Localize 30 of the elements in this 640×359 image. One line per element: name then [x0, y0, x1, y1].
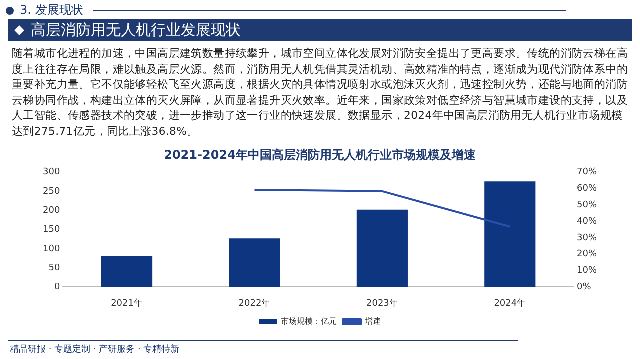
y2-tick-label: 20%	[576, 250, 598, 260]
bar	[356, 210, 408, 288]
y-tick-label: 100	[42, 244, 60, 254]
bar	[484, 182, 536, 288]
y2-tick-label: 0%	[576, 282, 592, 293]
bar	[229, 238, 280, 288]
y2-tick-label: 40%	[576, 216, 598, 227]
y-tick-label: 250	[42, 186, 60, 197]
text: 3. 发展现状	[20, 2, 84, 19]
y2-tick-label: 50%	[576, 200, 598, 211]
y-tick-label: 50	[48, 263, 60, 274]
x-tick-label: 2022年	[238, 298, 271, 309]
legend-label: 市场规模：亿元	[281, 317, 337, 326]
x-tick-label: 2023年	[366, 298, 398, 309]
text: 精品研报 · 专题定制 · 产研服务 · 专精特新	[10, 344, 180, 356]
y2-tick-label: 70%	[576, 168, 598, 178]
text: 高层消防用无人机行业发展现状	[31, 20, 241, 40]
legend-label: 增速	[364, 317, 381, 326]
y-tick-label: 200	[42, 206, 60, 216]
y-tick-label: 300	[42, 168, 60, 178]
chart-title: 2021-2024年中国高层消防用无人机行业市场规模及增速	[163, 147, 477, 164]
x-tick-label: 2021年	[111, 298, 143, 309]
y-tick-label: 0	[54, 282, 60, 293]
y2-tick-label: 60%	[576, 184, 598, 194]
text: 随着城市化进程的加速，中国高层建筑数量持续攀升，城市空间立体化发展对消防安全提出了更高要求。传统的消防云梯在高度上往往存在局限，难以触及高层火源。然而，消防用无人机凭借其灵活机动、高效精准的特点，逐渐成为现代消防体系中的重要补充力量。它不仅能够轻松飞至火源高度，根据火灾的具体情况喷射水或泡沫灭火剂，迅速控制火势，还能与地面的消防云梯协同作战，构建出立体的灭火屏障，从而显著提升灭火效率。近年来，国家政策对低空经济与智慧城市建设的支持，以及人工智能、传感器技术的突破，进一步推动了这一行业的快速发展。数据显示，2024年中国高层消防用无人机行业市场规模达到275.71亿元，同比上涨36.8%。	[12, 46, 628, 139]
y2-tick-label: 30%	[576, 233, 598, 244]
y2-tick-label: 10%	[576, 266, 598, 276]
y-tick-label: 150	[42, 225, 60, 236]
bar	[101, 256, 153, 288]
x-tick-label: 2024年	[494, 298, 526, 309]
